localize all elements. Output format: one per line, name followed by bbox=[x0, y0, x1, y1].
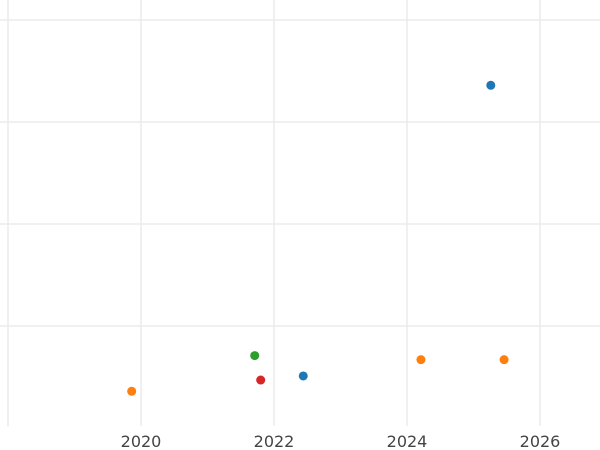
data-point bbox=[416, 355, 426, 365]
x-tick-label: 2026 bbox=[520, 432, 561, 450]
data-point bbox=[486, 80, 496, 90]
data-points bbox=[127, 80, 509, 396]
x-axis-ticks: 2020 2022 2024 2026 bbox=[121, 432, 561, 450]
data-point bbox=[250, 351, 260, 361]
x-tick-label: 2020 bbox=[121, 432, 162, 450]
data-point bbox=[298, 371, 308, 381]
data-point bbox=[256, 375, 266, 385]
grid bbox=[0, 0, 600, 426]
x-tick-label: 2022 bbox=[254, 432, 295, 450]
data-point bbox=[499, 355, 509, 365]
x-tick-label: 2024 bbox=[387, 432, 428, 450]
data-point bbox=[127, 386, 137, 396]
